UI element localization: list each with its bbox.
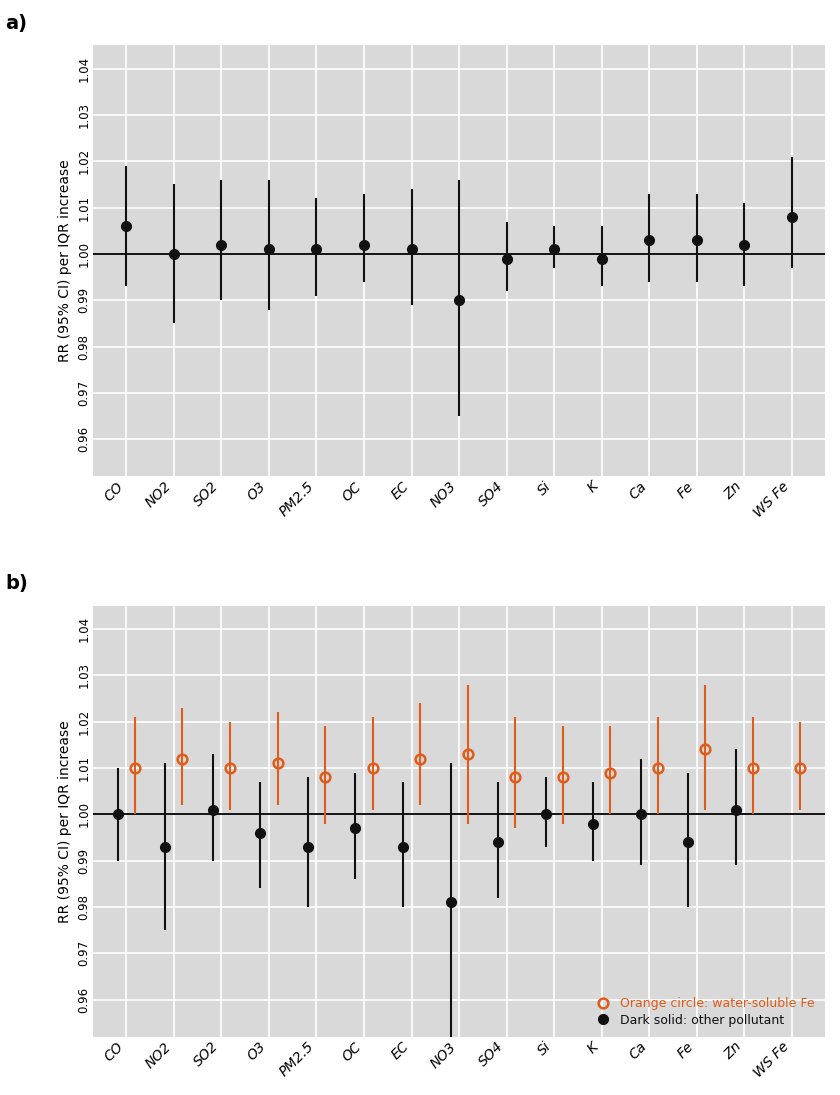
Legend: Orange circle: water-soluble Fe, Dark solid: other pollutant: Orange circle: water-soluble Fe, Dark so…	[586, 993, 819, 1030]
Y-axis label: RR (95% CI) per IQR increase: RR (95% CI) per IQR increase	[58, 160, 71, 362]
Text: b): b)	[5, 574, 28, 592]
Y-axis label: RR (95% CI) per IQR increase: RR (95% CI) per IQR increase	[58, 719, 71, 922]
Text: a): a)	[5, 13, 27, 33]
